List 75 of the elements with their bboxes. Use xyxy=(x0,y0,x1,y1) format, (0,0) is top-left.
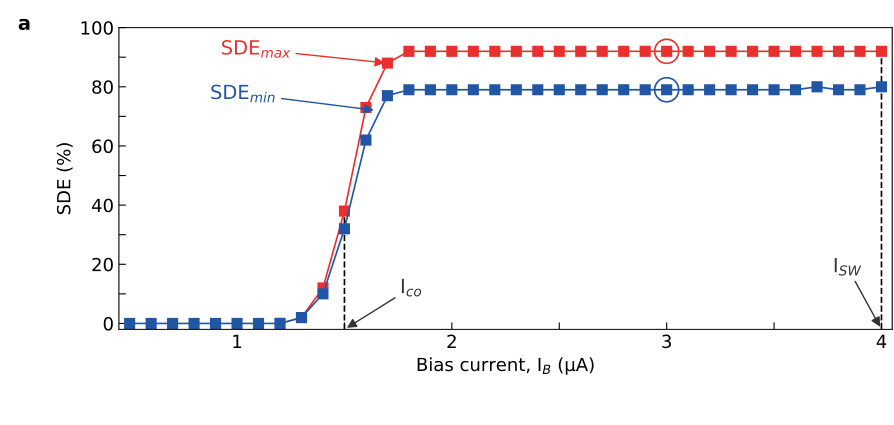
point xyxy=(532,84,544,96)
y-tick-label: 20 xyxy=(92,258,113,272)
point xyxy=(575,84,586,96)
point xyxy=(768,84,780,96)
point xyxy=(704,46,716,57)
point xyxy=(832,46,844,57)
point xyxy=(726,46,737,57)
point xyxy=(618,46,630,57)
point xyxy=(790,84,802,96)
y-tick-label: 40 xyxy=(92,198,113,212)
point xyxy=(510,84,522,96)
y-tick-label: 100 xyxy=(82,21,113,35)
y-tick-label: 80 xyxy=(92,80,113,94)
ref-line-label: I$_{SW}$ xyxy=(834,258,862,276)
y-axis-title: SDE (%) xyxy=(56,143,73,214)
point xyxy=(654,38,680,64)
point xyxy=(146,318,157,330)
point xyxy=(424,84,436,96)
point xyxy=(210,318,222,330)
point xyxy=(654,76,680,103)
point xyxy=(596,46,608,57)
x-tick-label: 3 xyxy=(662,334,671,348)
point xyxy=(854,46,866,57)
point xyxy=(876,46,888,57)
point xyxy=(468,84,479,96)
point xyxy=(403,46,414,57)
annotation: SDE$_{min}$ xyxy=(211,84,275,102)
point xyxy=(510,46,522,57)
point xyxy=(682,46,694,57)
point xyxy=(682,84,694,96)
point xyxy=(489,84,500,96)
point xyxy=(446,84,458,96)
point xyxy=(790,46,802,57)
point xyxy=(811,46,823,57)
ref-line-label: I$_{co}$ xyxy=(402,278,422,296)
point xyxy=(382,90,393,102)
point xyxy=(596,84,608,96)
x-tick-label: 2 xyxy=(447,334,456,348)
x-tick-label: 1 xyxy=(233,334,242,348)
y-tick-label: 0 xyxy=(104,316,113,331)
point xyxy=(124,318,136,330)
point xyxy=(403,84,414,96)
point xyxy=(726,84,737,96)
point xyxy=(338,223,350,234)
point xyxy=(317,288,329,300)
annotation: SDE$_{max}$ xyxy=(222,40,290,58)
point xyxy=(188,318,200,330)
point xyxy=(424,46,436,57)
point xyxy=(640,84,651,96)
point xyxy=(768,46,780,57)
point xyxy=(554,46,565,57)
point xyxy=(704,84,716,96)
point xyxy=(532,46,544,57)
point xyxy=(360,134,372,146)
x-axis-title: Bias current, I$_{B}$ (μA) xyxy=(418,357,594,375)
point xyxy=(747,84,758,96)
y-tick-label: 60 xyxy=(92,139,113,154)
point xyxy=(382,58,393,69)
x-tick-label: 4 xyxy=(876,334,886,348)
point xyxy=(747,46,758,57)
point xyxy=(575,46,586,57)
point xyxy=(876,81,888,92)
point xyxy=(640,46,651,57)
point xyxy=(231,318,243,330)
point xyxy=(554,84,565,96)
point xyxy=(811,81,823,92)
point xyxy=(446,46,458,57)
point xyxy=(468,46,479,57)
point xyxy=(832,84,844,96)
point xyxy=(618,84,630,96)
point xyxy=(252,318,264,330)
point xyxy=(854,84,866,96)
text: a xyxy=(18,18,30,30)
point xyxy=(489,46,500,57)
point xyxy=(167,318,178,330)
